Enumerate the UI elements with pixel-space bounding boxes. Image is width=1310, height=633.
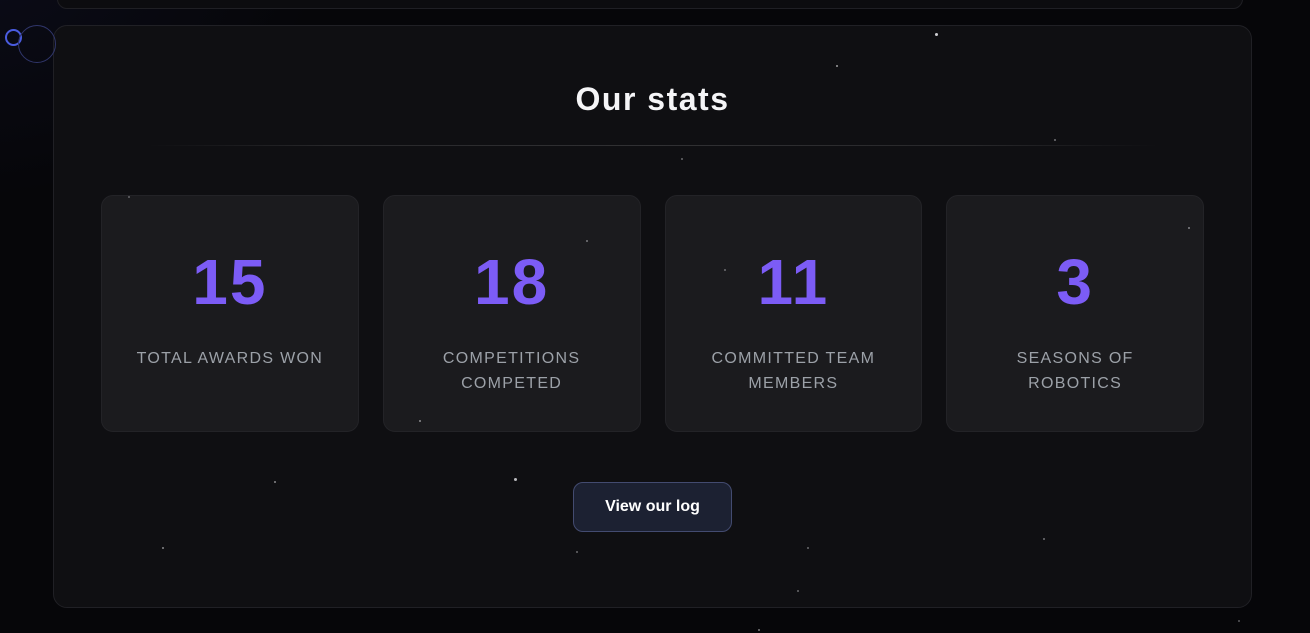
view-log-button[interactable]: View our log bbox=[573, 481, 732, 532]
stat-card-competitions: 18 COMPETITIONS COMPETED bbox=[382, 194, 641, 432]
stat-label: COMPETITIONS COMPETED bbox=[442, 349, 581, 392]
stat-card-awards: 15 TOTAL AWARDS WON bbox=[101, 194, 359, 432]
stat-label: SEASONS OF ROBOTICS bbox=[1016, 349, 1134, 392]
stat-value: 11 bbox=[757, 245, 830, 318]
stat-value: 3 bbox=[1056, 245, 1094, 318]
stat-value: 15 bbox=[192, 245, 268, 318]
star-dot bbox=[758, 629, 760, 631]
stat-value: 18 bbox=[474, 245, 550, 318]
stat-card-seasons: 3 SEASONS OF ROBOTICS bbox=[946, 194, 1204, 432]
stat-label: TOTAL AWARDS WON bbox=[136, 349, 324, 367]
stat-label: COMMITTED TEAM MEMBERS bbox=[711, 349, 876, 392]
stats-grid: 15 TOTAL AWARDS WON 18 COMPETITIONS COMP… bbox=[101, 194, 1204, 432]
star-dot bbox=[1238, 620, 1240, 622]
stats-section: Our stats 15 TOTAL AWARDS WON 18 COMPETI… bbox=[53, 25, 1252, 608]
heading-divider bbox=[146, 144, 1159, 146]
stat-card-members: 11 COMMITTED TEAM MEMBERS bbox=[664, 194, 923, 432]
section-heading: Our stats bbox=[575, 81, 730, 117]
cta-row: View our log bbox=[54, 481, 1251, 532]
cursor-outer-ring-icon bbox=[18, 25, 56, 63]
previous-section-bottom-edge bbox=[57, 0, 1243, 9]
cursor-ring-icon bbox=[5, 29, 22, 46]
